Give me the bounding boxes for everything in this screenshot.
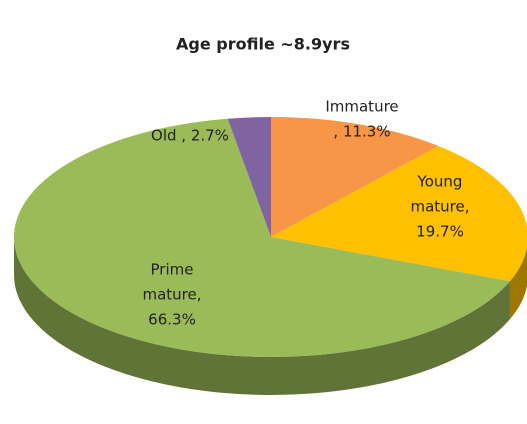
slice — [14, 118, 510, 357]
data-label: Young — [417, 173, 463, 191]
data-label: 19.7% — [416, 223, 464, 241]
data-label: , 11.3% — [333, 123, 390, 141]
data-label: Immature — [325, 98, 398, 116]
chart-title: Age profile ~8.9yrs — [176, 35, 350, 54]
slice — [271, 145, 527, 282]
data-label: Prime — [151, 261, 194, 279]
slice — [271, 117, 439, 237]
slice-side — [14, 237, 510, 395]
data-label: 66.3% — [148, 311, 196, 329]
data-label: mature, — [142, 286, 201, 304]
data-label: Old , 2.7% — [151, 127, 229, 145]
slice-side — [509, 247, 527, 320]
slice — [227, 117, 271, 237]
data-label: mature, — [410, 198, 469, 216]
